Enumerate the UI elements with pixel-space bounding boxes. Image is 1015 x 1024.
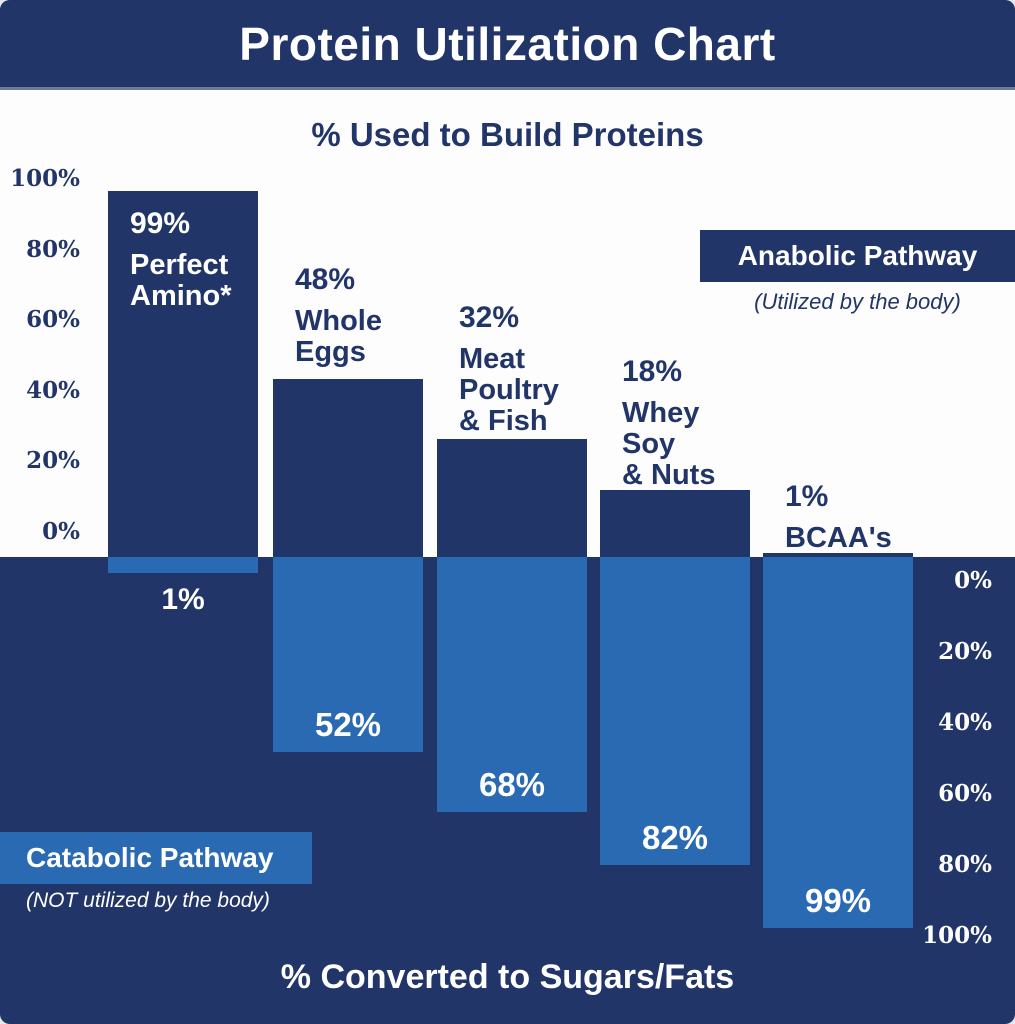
category-name-meat-poultry-fish: Meat Poultry & Fish — [459, 343, 559, 437]
y-axis-tick-label: 0% — [954, 567, 992, 594]
bar-catabolic-bcaa-s — [763, 557, 913, 928]
y-axis-left: 100% 80% 60% 40% 20% 0% — [0, 165, 80, 545]
category-label-whole-eggs: 48% Whole Eggs — [295, 262, 382, 368]
catabolic-value-meat-poultry-fish: 68% — [478, 766, 546, 803]
y-axis-tick-label: 60% — [26, 306, 80, 334]
catabolic-value-whey-soy-nuts: 82% — [641, 819, 709, 856]
y-axis-right: 0% 20% 40% 60% 80% 100% — [920, 567, 992, 949]
category-name-whole-eggs: Whole Eggs — [295, 305, 382, 368]
y-axis-tick-label: 20% — [26, 447, 80, 475]
category-label-bcaa-s: 1% BCAA's — [785, 479, 892, 554]
bar-anabolic-whole-eggs — [273, 379, 423, 557]
catabolic-pathway-label: Catabolic Pathway — [26, 842, 274, 873]
anabolic-value-meat-poultry-fish: 32% — [459, 301, 520, 334]
catabolic-value-whole-eggs: 52% — [314, 706, 382, 743]
y-axis-tick-label: 80% — [26, 235, 80, 263]
y-axis-tick-label: 20% — [938, 638, 992, 665]
anabolic-value-perfect-amino: 99% — [130, 207, 191, 240]
y-axis-tick-label: 100% — [922, 922, 992, 949]
y-axis-tick-label: 60% — [938, 780, 992, 807]
catabolic-pathway-sublabel: (NOT utilized by the body) — [26, 889, 270, 912]
chart-header: Protein Utilization Chart — [0, 0, 1015, 90]
category-label-whey-soy-nuts: 18% Whey Soy & Nuts — [622, 354, 715, 491]
category-label-perfect-amino: 99% Perfect Amino* — [130, 206, 232, 312]
y-axis-tick-label: 100% — [10, 165, 80, 192]
bar-anabolic-bcaa-s — [763, 553, 913, 557]
y-axis-tick-label: 0% — [42, 517, 80, 545]
anabolic-pathway-sublabel: (Utilized by the body) — [754, 289, 961, 314]
anabolic-value-whey-soy-nuts: 18% — [622, 355, 683, 388]
bar-catabolic-whole-eggs — [273, 557, 423, 752]
catabolic-value-bcaa-s: 99% — [804, 882, 872, 919]
anabolic-pathway-label: Anabolic Pathway — [737, 240, 978, 271]
category-name-bcaa-s: BCAA's — [785, 522, 892, 554]
bar-catabolic-meat-poultry-fish — [437, 557, 587, 812]
catabolic-value-perfect-amino: 1% — [161, 583, 205, 616]
bar-anabolic-whey-soy-nuts — [600, 490, 750, 557]
y-axis-tick-label: 40% — [26, 376, 80, 404]
bar-catabolic-whey-soy-nuts — [600, 557, 750, 865]
category-name-whey-soy-nuts: Whey Soy & Nuts — [622, 397, 716, 491]
bar-anabolic-perfect-amino — [108, 191, 258, 557]
anabolic-value-bcaa-s: 1% — [785, 480, 829, 513]
anabolic-section-heading: % Used to Build Proteins — [311, 116, 704, 153]
page-title: Protein Utilization Chart — [239, 17, 776, 70]
anabolic-value-whole-eggs: 48% — [295, 263, 356, 296]
bar-catabolic-perfect-amino — [108, 557, 258, 573]
bar-anabolic-meat-poultry-fish — [437, 439, 587, 557]
y-axis-tick-label: 80% — [938, 851, 992, 878]
anabolic-pathway-legend: Anabolic Pathway — [700, 230, 1015, 282]
catabolic-section-heading: % Converted to Sugars/Fats — [280, 958, 735, 996]
catabolic-pathway-legend: Catabolic Pathway — [0, 832, 312, 884]
y-axis-tick-label: 40% — [938, 709, 992, 736]
category-name-perfect-amino: Perfect Amino* — [130, 249, 232, 312]
category-label-meat-poultry-fish: 32% Meat Poultry & Fish — [459, 300, 559, 437]
